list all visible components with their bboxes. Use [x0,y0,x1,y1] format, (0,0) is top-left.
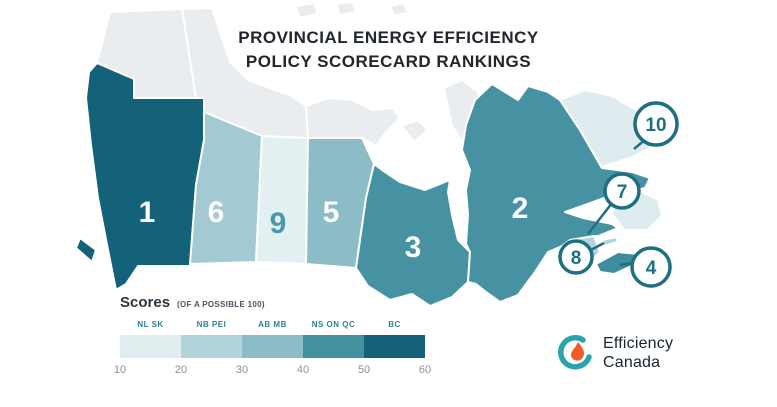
callout-circle-pei [558,239,594,275]
legend-swatch-1 [120,335,181,358]
province-bc [85,62,205,291]
legend-swatch-3 [242,335,303,358]
legend-scale-ticks: 10 20 30 40 50 60 [114,364,431,378]
legend-group-label-5: BC [388,320,401,329]
score-legend: Scores (OF A POSSIBLE 100) NL SK NB PEI … [114,294,431,378]
page-title-line2: POLICY SCORECARD RANKINGS [245,51,532,71]
legend-group-label-4: NS ON QC [311,320,356,329]
page-title: PROVINCIAL ENERGY EFFICIENCY POLICY SCOR… [0,26,777,74]
legend-subheading: (OF A POSSIBLE 100) [177,300,265,309]
callout-circle-nl [633,101,679,147]
rank-label-ns: 4 [646,258,657,279]
rank-label-pei: 8 [571,248,582,269]
rank-label-qc: 2 [512,192,529,225]
page-title-line1: PROVINCIAL ENERGY EFFICIENCY [238,28,539,47]
legend-swatch-4 [303,335,364,358]
legend-swatch-2 [181,335,242,358]
callout-circle-ns [630,246,672,288]
arctic-island-3 [389,2,409,17]
arctic-island-2 [335,1,357,16]
province-sk [255,135,309,265]
legend-group-label-1: NL SK [137,320,164,329]
province-qc [461,83,651,303]
legend-swatch-5 [364,335,425,358]
province-nl-labrador [559,89,659,169]
rank-label-mb: 5 [323,196,340,229]
legend-tick-10: 10 [113,364,127,376]
logo-text-line2: Canada [603,354,661,371]
callout-circle-nb [603,172,641,210]
efficiency-canada-logo-text: Efficiency Canada [603,335,673,373]
legend-tick-20: 20 [174,364,188,376]
rank-label-nl: 10 [645,115,666,136]
legend-color-bar [120,335,425,358]
legend-tick-40: 40 [296,364,310,376]
efficiency-canada-logo: Efficiency Canada [556,334,673,374]
rank-label-sk: 9 [270,207,287,240]
legend-tick-60: 60 [418,364,432,376]
legend-group-labels: NL SK NB PEI AB MB NS ON QC BC [120,320,425,333]
province-bc-vancouver-island [75,237,97,263]
legend-tick-50: 50 [357,364,371,376]
logo-text-line1: Efficiency [603,335,674,353]
rank-label-nb: 7 [617,182,628,203]
legend-group-label-2: NB PEI [196,320,227,329]
legend-tick-30: 30 [235,364,249,376]
leader-line-nb [587,202,613,235]
arctic-island-1 [295,2,319,19]
arctic-island-southampton [401,119,429,143]
rank-label-ab: 6 [208,196,225,229]
rank-label-bc: 1 [139,196,156,229]
rank-label-on: 3 [405,231,422,264]
province-pei [601,236,619,247]
efficiency-canada-logo-icon [558,335,592,370]
legend-heading: Scores [120,294,171,311]
legend-group-label-3: AB MB [258,320,287,329]
